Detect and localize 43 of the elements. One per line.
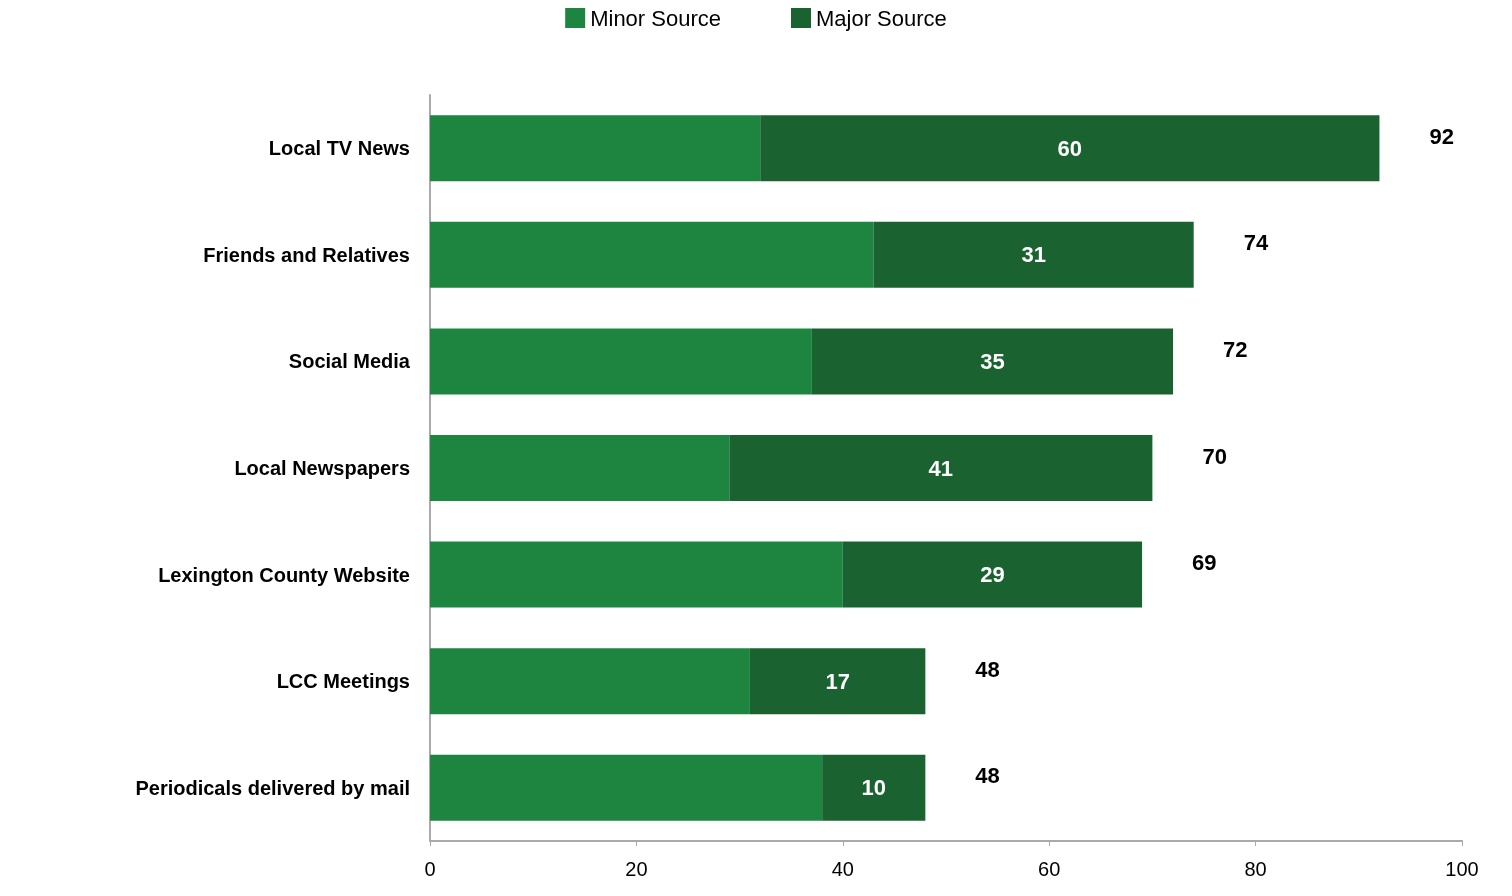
x-tick-label: 80 [1244, 858, 1267, 880]
total-label: 74 [1243, 230, 1269, 256]
y-tick-label: LCC Meetings [276, 670, 410, 693]
legend-label: Minor Source [590, 5, 722, 31]
total-label: 48 [975, 763, 1000, 789]
total-label: 92 [1429, 123, 1454, 149]
x-tick-label: 20 [625, 858, 648, 880]
data-label: 17 [825, 668, 850, 694]
x-tick-label: 60 [1038, 858, 1061, 880]
y-tick-label: Lexington County Website [158, 563, 410, 586]
data-label: 60 [1057, 135, 1083, 161]
bar [430, 541, 843, 608]
y-tick-label: Social Media [288, 350, 411, 373]
bar [873, 221, 1194, 288]
data-label: 41 [928, 455, 954, 481]
data-label: 29 [980, 562, 1005, 588]
total-label: 48 [975, 656, 1000, 682]
bar [430, 754, 823, 821]
data-label: 35 [980, 348, 1005, 374]
x-tick-label: 100 [1445, 858, 1479, 880]
y-tick-label: Periodicals delivered by mail [135, 776, 410, 799]
bar [430, 115, 761, 182]
bar [822, 754, 926, 821]
total-label: 70 [1202, 443, 1227, 469]
bar [430, 435, 730, 501]
x-tick-label: 0 [424, 858, 436, 880]
total-label: 69 [1192, 550, 1217, 576]
bar [430, 648, 750, 715]
data-label: 10 [861, 775, 886, 801]
total-label: 72 [1223, 336, 1248, 362]
bar [430, 221, 874, 288]
x-tick-label: 40 [831, 858, 854, 880]
y-tick-label: Friends and Relatives [203, 243, 410, 266]
y-tick-label: Local Newspapers [234, 457, 410, 479]
bar [749, 648, 926, 715]
data-label: 31 [1021, 242, 1046, 268]
bar [729, 435, 1153, 501]
y-tick-label: Local TV News [268, 137, 410, 160]
legend-label: Major Source [816, 5, 947, 31]
bar [760, 115, 1380, 182]
bar [430, 328, 812, 395]
bar [842, 541, 1143, 608]
bar [811, 328, 1174, 395]
